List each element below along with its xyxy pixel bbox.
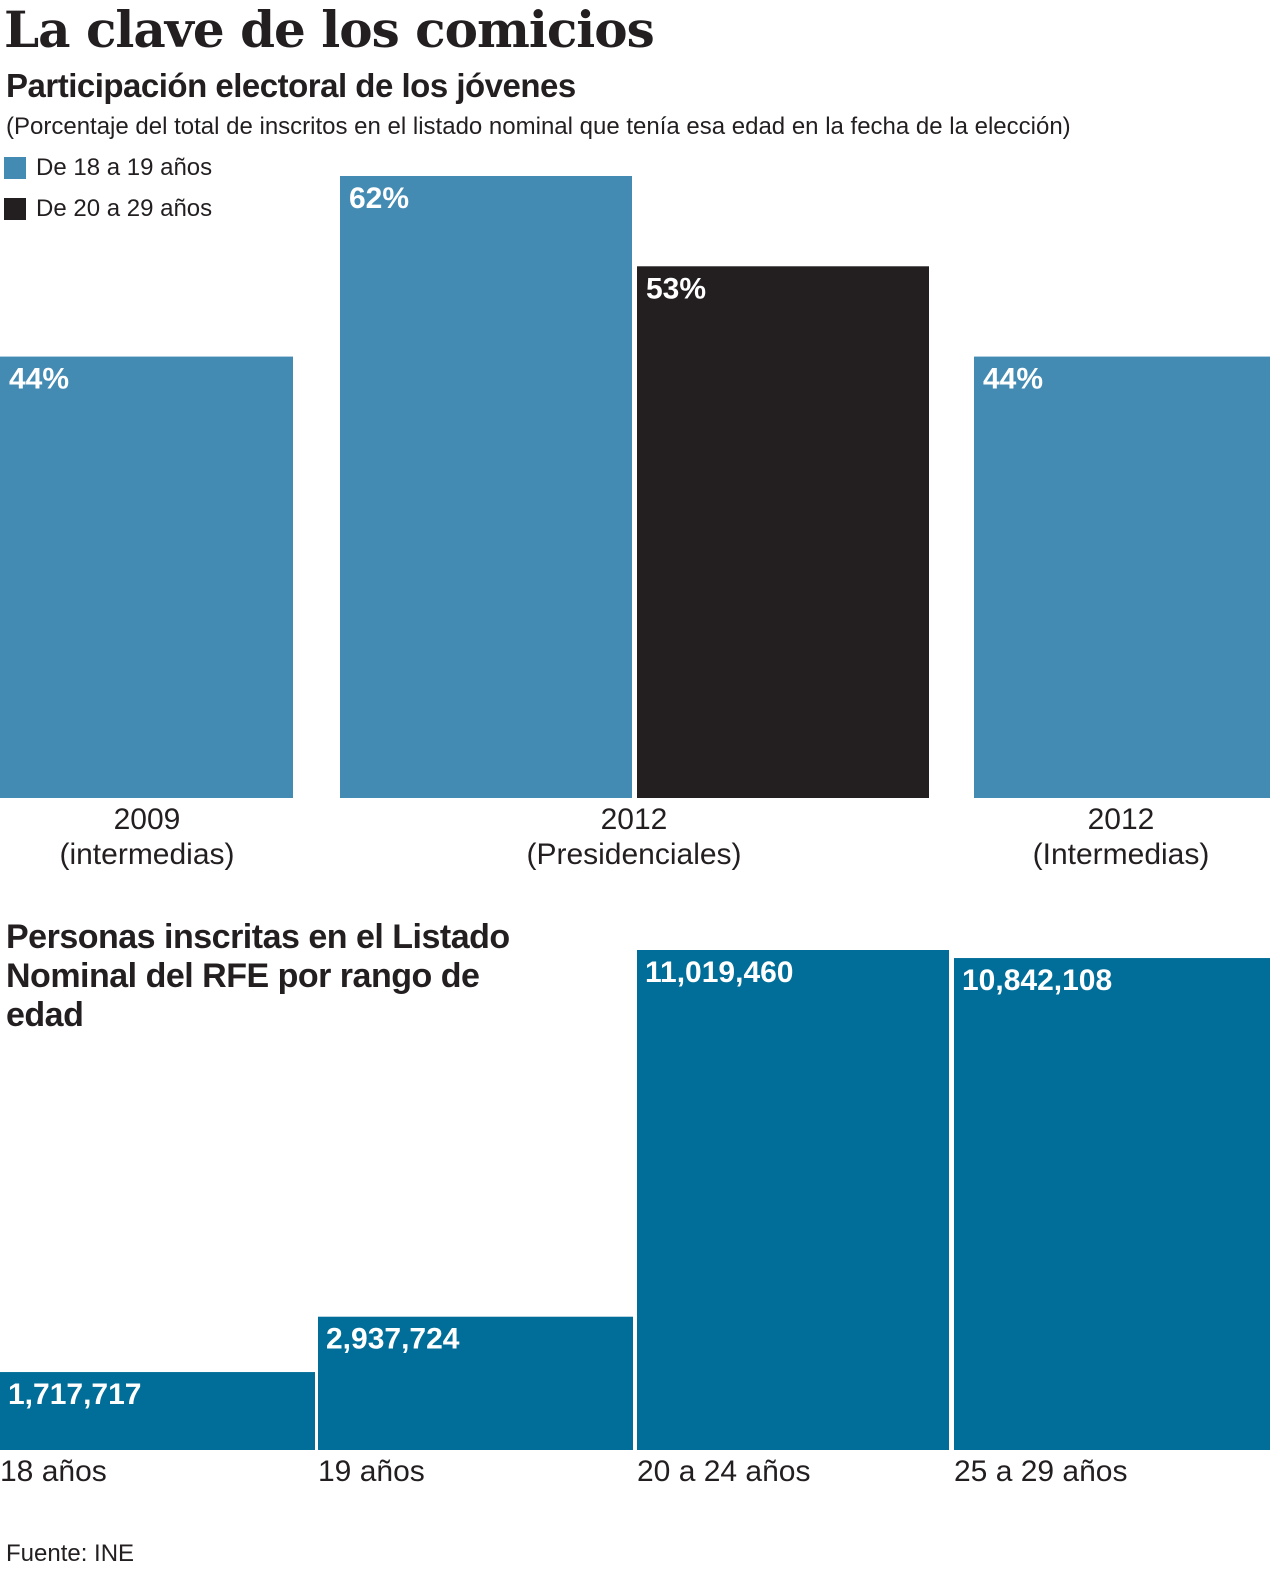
registered-chart: 1,717,717 18 años 2,937,724 19 años 11,019,4… <box>0 950 1270 1488</box>
legend-swatch-20-29 <box>4 198 26 220</box>
chart2-title: Personas inscritas en el Listado Nominal… <box>6 918 510 1034</box>
bar-value-label: 62% <box>349 182 409 215</box>
bar-registered-2 <box>637 950 949 1450</box>
x-tick-label: 20 a 24 años <box>637 1455 810 1488</box>
bar-registered-1 <box>318 1316 633 1450</box>
legend-label-20-29: De 20 a 29 años <box>36 195 213 222</box>
x-tick-label-type: (Intermedias) <box>1033 838 1210 871</box>
chart1-note: (Porcentaje del total de inscritos en el… <box>6 113 1071 140</box>
participation-chart: 44%62%44%53%2009(intermedias)2012(Presid… <box>0 176 1270 871</box>
bar-value-label: 11,019,460 <box>645 956 794 989</box>
x-tick-label-type: (intermedias) <box>59 838 234 871</box>
legend-label-18-19: De 18 a 19 años <box>36 154 213 181</box>
x-tick-label-year: 2009 <box>114 803 181 836</box>
legend-swatch-18-19 <box>4 157 26 179</box>
bar-20-29-1 <box>637 266 929 799</box>
bar-value-label: 10,842,108 <box>962 964 1112 997</box>
bar-registered-0 <box>0 1372 315 1450</box>
chart1-title: Participación electoral de los jóvenes <box>6 67 576 104</box>
bar-registered-3 <box>954 958 1270 1450</box>
x-tick-label: 25 a 29 años <box>954 1455 1127 1488</box>
legend-item-20-29: De 20 a 29 años <box>4 195 212 223</box>
x-tick-label-year: 2012 <box>1088 803 1155 836</box>
bar-18-19-0 <box>0 356 293 798</box>
x-tick-label-year: 2012 <box>601 803 668 836</box>
legend-item-18-19: De 18 a 19 años <box>4 154 212 182</box>
bar-value-label: 2,937,724 <box>326 1323 460 1356</box>
bar-18-19-2 <box>974 356 1270 798</box>
bar-value-label: 53% <box>646 272 706 305</box>
x-tick-label: 19 años <box>318 1455 425 1488</box>
bar-value-label: 44% <box>983 363 1043 396</box>
bar-18-19-1 <box>340 176 632 798</box>
bar-value-label: 44% <box>9 363 69 396</box>
page-title: La clave de los comicios <box>4 0 655 59</box>
x-tick-label: 18 años <box>0 1455 107 1488</box>
bar-value-label: 1,717,717 <box>8 1378 141 1411</box>
x-tick-label-type: (Presidenciales) <box>526 838 741 871</box>
source-note: Fuente: INE <box>6 1540 135 1567</box>
